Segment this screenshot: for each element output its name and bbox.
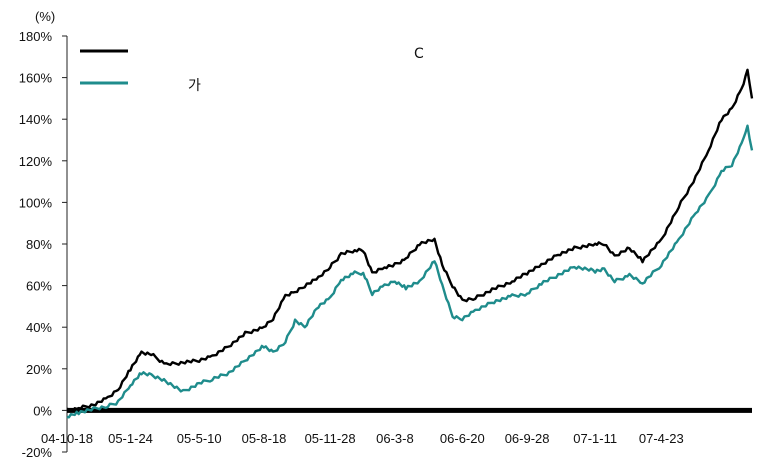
y-tick-label: 100% — [19, 195, 53, 210]
x-tick-label: 05-11-28 — [305, 431, 356, 446]
y-tick-label: 0% — [33, 403, 52, 418]
series-line-2 — [66, 124, 754, 419]
x-tick-label: 06-6-20 — [440, 431, 485, 446]
x-axis: 04-10-18 05-1-24 05-5-10 05-8-18 05-11-28 06-… — [41, 431, 684, 446]
y-axis: 180% 160% 140% 120% 100% 80% 60% 40% 20% 0% -20% — [19, 29, 68, 460]
y-tick-label: -20% — [22, 445, 53, 460]
zero-line — [67, 407, 752, 413]
legend-label-series-2: 가 — [188, 78, 201, 94]
x-tick-label: 04-10-18 — [41, 431, 93, 446]
y-tick-label: 40% — [26, 320, 52, 335]
y-tick-label: 180% — [19, 29, 53, 44]
series-layer — [66, 68, 754, 419]
y-tick-label: 160% — [19, 71, 53, 86]
x-tick-label: 06-9-28 — [505, 431, 550, 446]
y-tick-label: 140% — [19, 112, 53, 127]
y-tick-label: 120% — [19, 154, 53, 169]
y-tick-label: 60% — [26, 279, 52, 294]
x-tick-label: 07-4-23 — [639, 431, 684, 446]
x-tick-label: 06-3-8 — [376, 431, 414, 446]
legend: C 가 — [80, 46, 424, 94]
y-tick-label: 20% — [26, 362, 52, 377]
x-tick-label: 07-1-11 — [573, 431, 617, 446]
x-tick-label: 05-8-18 — [242, 431, 287, 446]
x-tick-label: 05-5-10 — [177, 431, 222, 446]
x-tick-label: 05-1-24 — [108, 431, 153, 446]
series-line-1 — [66, 68, 754, 413]
zero-baseline — [67, 407, 752, 413]
y-tick-label: 80% — [26, 237, 52, 252]
legend-label-series-1: C — [414, 46, 424, 62]
y-axis-unit-label: (%) — [35, 9, 55, 24]
